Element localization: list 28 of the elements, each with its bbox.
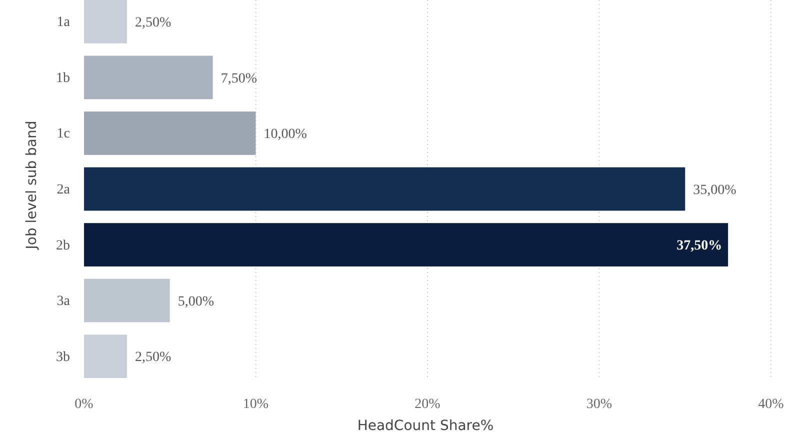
y-axis-title: Job level sub band xyxy=(24,120,40,250)
y-tick-label: 1b xyxy=(56,70,70,86)
y-tick-label: 2b xyxy=(56,238,70,254)
bar xyxy=(84,278,170,322)
y-tick-label: 3a xyxy=(56,294,71,310)
bar xyxy=(84,112,256,155)
data-label: 10,00% xyxy=(264,127,308,142)
data-label: 35,00% xyxy=(693,182,737,198)
data-label: 2,50% xyxy=(134,350,172,366)
x-tick-label: 10% xyxy=(242,396,269,412)
y-tick-label: 1c xyxy=(56,126,70,142)
bar xyxy=(84,223,728,266)
bar xyxy=(84,334,127,378)
x-tick-label: 0% xyxy=(74,396,94,412)
x-tick-label: 20% xyxy=(414,396,441,412)
data-label: 5,00% xyxy=(178,294,214,310)
y-tick-label: 1a xyxy=(56,15,71,30)
data-label: 2,50% xyxy=(134,16,172,31)
data-label: 7,50% xyxy=(220,71,258,86)
bar xyxy=(84,56,213,100)
x-tick-label: 30% xyxy=(586,396,612,412)
x-axis-title: HeadCount Share% xyxy=(357,418,494,434)
y-tick-label: 2a xyxy=(56,182,71,198)
bar xyxy=(84,0,127,44)
y-tick-label: 3b xyxy=(56,350,70,365)
data-label: 37,50% xyxy=(676,238,722,254)
x-tick-label: 40% xyxy=(758,396,784,412)
bar xyxy=(84,167,686,211)
